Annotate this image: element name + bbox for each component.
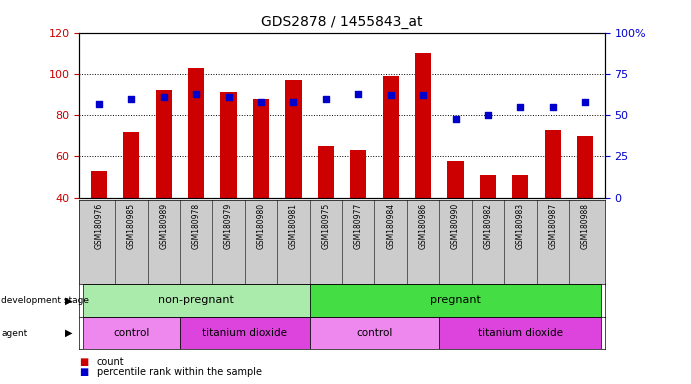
Text: GSM180982: GSM180982: [484, 203, 493, 249]
Bar: [512, 175, 529, 198]
Text: GSM180976: GSM180976: [95, 203, 104, 249]
Text: GSM180978: GSM180978: [191, 203, 200, 249]
Bar: [310, 284, 601, 317]
Bar: [180, 317, 310, 349]
Text: GSM180985: GSM180985: [127, 203, 136, 249]
Text: titanium dioxide: titanium dioxide: [478, 328, 563, 338]
Bar: [83, 317, 180, 349]
Point: [352, 91, 363, 97]
Text: GSM180990: GSM180990: [451, 203, 460, 249]
Text: GSM180981: GSM180981: [289, 203, 298, 249]
Bar: [480, 175, 496, 198]
Text: GSM180983: GSM180983: [516, 203, 525, 249]
Text: GSM180986: GSM180986: [419, 203, 428, 249]
Text: pregnant: pregnant: [430, 295, 481, 306]
Bar: [439, 317, 601, 349]
Text: GSM180979: GSM180979: [224, 203, 233, 249]
Bar: [91, 171, 107, 198]
Point: [450, 116, 461, 122]
Point: [580, 99, 591, 105]
Bar: [318, 146, 334, 198]
Text: non-pregnant: non-pregnant: [158, 295, 234, 306]
Point: [547, 104, 558, 110]
Point: [385, 92, 396, 98]
Text: GSM180989: GSM180989: [159, 203, 168, 249]
Bar: [188, 68, 205, 198]
Point: [223, 94, 234, 100]
Text: control: control: [357, 328, 392, 338]
Text: control: control: [113, 328, 149, 338]
Bar: [310, 317, 439, 349]
Text: ▶: ▶: [65, 295, 73, 306]
Point: [288, 99, 299, 105]
Bar: [447, 161, 464, 198]
Text: ■: ■: [79, 367, 88, 377]
Bar: [545, 130, 561, 198]
Bar: [155, 91, 172, 198]
Text: percentile rank within the sample: percentile rank within the sample: [97, 367, 262, 377]
Point: [126, 96, 137, 102]
Point: [256, 99, 267, 105]
Text: GSM180984: GSM180984: [386, 203, 395, 249]
Text: GSM180987: GSM180987: [548, 203, 557, 249]
Text: agent: agent: [1, 329, 28, 338]
Bar: [83, 284, 310, 317]
Point: [191, 91, 202, 97]
Text: GSM180975: GSM180975: [321, 203, 330, 249]
Text: titanium dioxide: titanium dioxide: [202, 328, 287, 338]
Bar: [123, 132, 140, 198]
Bar: [220, 93, 237, 198]
Text: ■: ■: [79, 357, 88, 367]
Point: [417, 92, 428, 98]
Text: GSM180977: GSM180977: [354, 203, 363, 249]
Bar: [415, 53, 431, 198]
Point: [321, 96, 332, 102]
Text: development stage: development stage: [1, 296, 89, 305]
Point: [158, 94, 169, 100]
Point: [93, 101, 104, 107]
Text: GSM180980: GSM180980: [256, 203, 265, 249]
Title: GDS2878 / 1455843_at: GDS2878 / 1455843_at: [261, 15, 423, 29]
Point: [482, 112, 493, 118]
Bar: [285, 80, 301, 198]
Bar: [577, 136, 594, 198]
Point: [515, 104, 526, 110]
Bar: [383, 76, 399, 198]
Text: GSM180988: GSM180988: [580, 203, 589, 249]
Text: ▶: ▶: [65, 328, 73, 338]
Text: count: count: [97, 357, 124, 367]
Bar: [350, 150, 366, 198]
Bar: [253, 99, 269, 198]
